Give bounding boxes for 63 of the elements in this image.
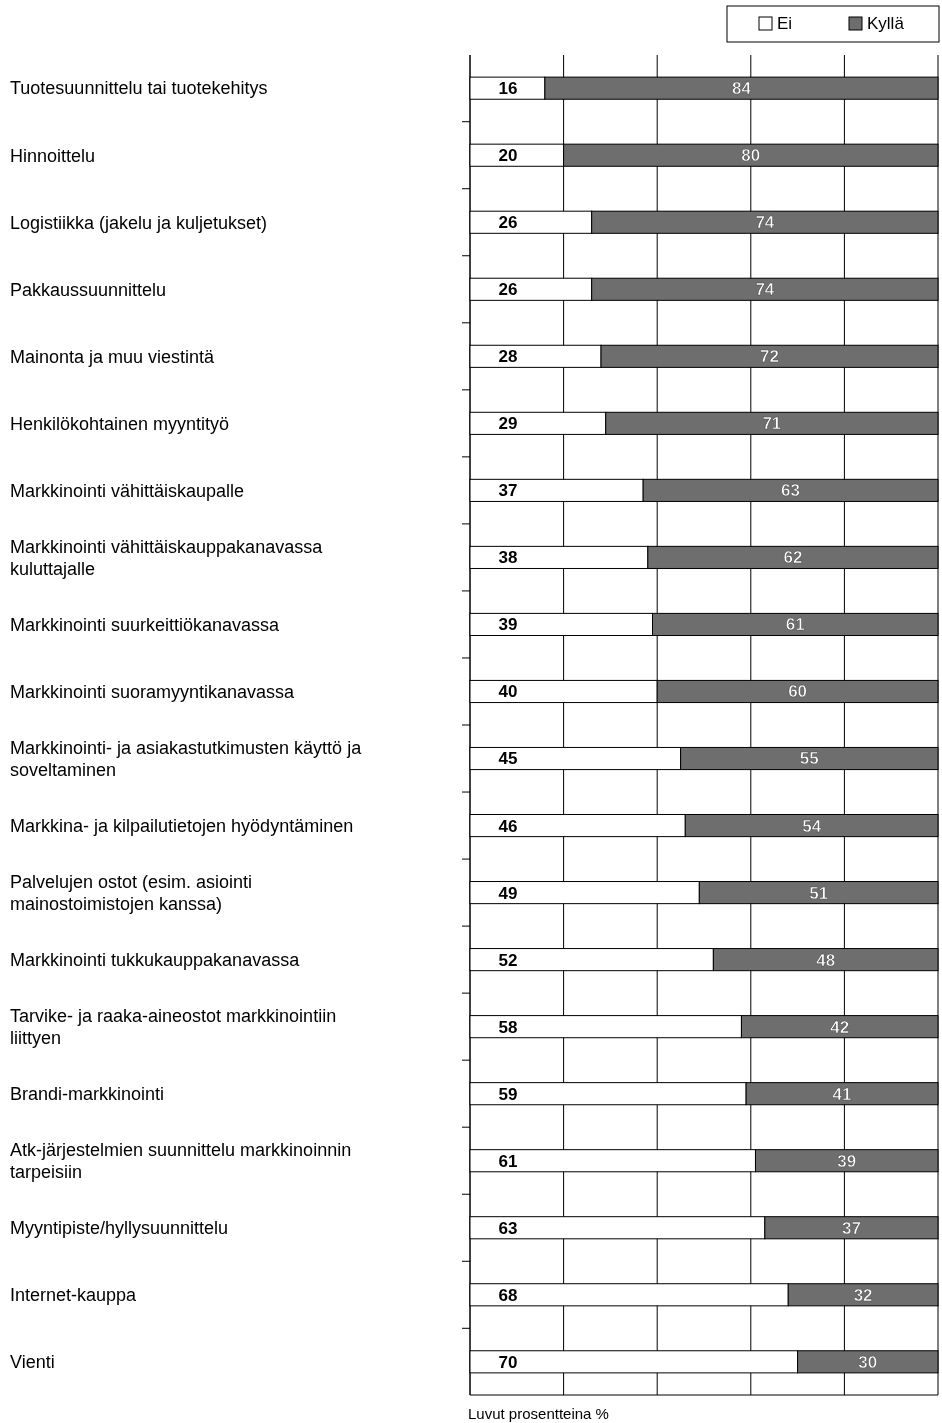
y-tick-label: Markkinointi vähittäiskaupalle xyxy=(10,480,245,501)
y-tick-label: Atk-järjestelmien suunnittelu markkinoinnin tarpeisiin xyxy=(10,1140,352,1183)
y-tick-label: Henkilökohtainen myyntityö xyxy=(10,413,230,434)
data-label: 40 xyxy=(498,682,518,702)
text: Luvut prosentteina % xyxy=(468,1405,609,1422)
data-label: 39 xyxy=(498,615,518,635)
y-tick-label: Brandi-markkinointi xyxy=(10,1083,165,1104)
y-tick-label: Myyntipiste/hyllysuunnittelu xyxy=(10,1218,229,1239)
data-label: 63 xyxy=(781,481,801,501)
data-label: 48 xyxy=(816,950,836,970)
data-label: 30 xyxy=(858,1352,878,1372)
data-label: 74 xyxy=(755,280,775,300)
y-tick-label: Logistiikka (jakelu ja kuljetukset) xyxy=(10,212,268,233)
data-label: 26 xyxy=(498,213,518,233)
data-label: 45 xyxy=(498,749,518,769)
y-tick-label: Markkinointi tukkukauppakanavassa xyxy=(10,949,301,970)
y-tick-label: Markkinointi vähittäiskauppakanavassa kuluttajalle xyxy=(10,536,324,579)
data-label: 37 xyxy=(498,481,518,501)
data-label: 54 xyxy=(802,816,822,836)
data-label: 74 xyxy=(755,213,775,233)
data-label: 68 xyxy=(498,1285,518,1305)
data-label: 42 xyxy=(830,1017,850,1037)
data-label: 29 xyxy=(498,414,518,434)
legend-label: Kyllä xyxy=(867,14,905,33)
y-tick-label: Vienti xyxy=(10,1352,55,1373)
data-label: 20 xyxy=(498,146,518,166)
y-tick-label: Markkinointi suoramyyntikanavassa xyxy=(10,681,296,702)
y-tick-label: Internet-kauppa xyxy=(10,1285,138,1306)
data-label: 61 xyxy=(498,1151,518,1171)
data-label: 46 xyxy=(498,816,518,836)
y-tick-label: Markkinointi suurkeittiökanavassa xyxy=(10,614,281,635)
data-label: 49 xyxy=(498,883,518,903)
data-label: 39 xyxy=(837,1151,857,1171)
data-label: 37 xyxy=(841,1218,861,1238)
data-label: 60 xyxy=(788,682,808,702)
data-label: 84 xyxy=(731,79,752,99)
data-label: 63 xyxy=(498,1218,518,1238)
data-label: 16 xyxy=(498,79,518,99)
data-label: 62 xyxy=(783,548,803,568)
y-tick-label: Palvelujen ostot (esim. asiointi mainostoimistojen kanssa) xyxy=(10,871,253,914)
y-tick-label: Tuotesuunnittelu tai tuotekehitys xyxy=(10,78,268,99)
y-tick-label: Markkina- ja kilpailutietojen hyödyntäminen xyxy=(10,815,354,836)
data-label: 32 xyxy=(853,1285,873,1305)
data-label: 55 xyxy=(799,749,819,769)
data-label: 28 xyxy=(498,347,518,367)
y-tick-label: Pakkaussuunnittelu xyxy=(10,279,167,300)
data-label: 59 xyxy=(498,1084,518,1104)
legend-label: Ei xyxy=(777,14,793,33)
data-label: 52 xyxy=(498,950,518,970)
data-label: 26 xyxy=(498,280,518,300)
data-label: 51 xyxy=(809,883,829,903)
y-tick-label: Tarvike- ja raaka-aineostot markkinointiin liittyen xyxy=(10,1005,337,1048)
data-label: 38 xyxy=(498,548,518,568)
data-label: 80 xyxy=(741,146,761,166)
data-label: 61 xyxy=(785,615,805,635)
y-tick-label: Mainonta ja muu viestintä xyxy=(10,346,216,367)
y-tick-label: Hinnoittelu xyxy=(10,145,96,166)
data-label: 71 xyxy=(762,414,782,434)
data-label: 58 xyxy=(498,1017,518,1037)
y-tick-label: Markkinointi- ja asiakastutkimusten käyttö ja soveltaminen xyxy=(10,737,363,780)
data-label: 41 xyxy=(832,1084,852,1104)
data-label: 70 xyxy=(498,1352,518,1372)
data-label: 72 xyxy=(760,347,779,367)
